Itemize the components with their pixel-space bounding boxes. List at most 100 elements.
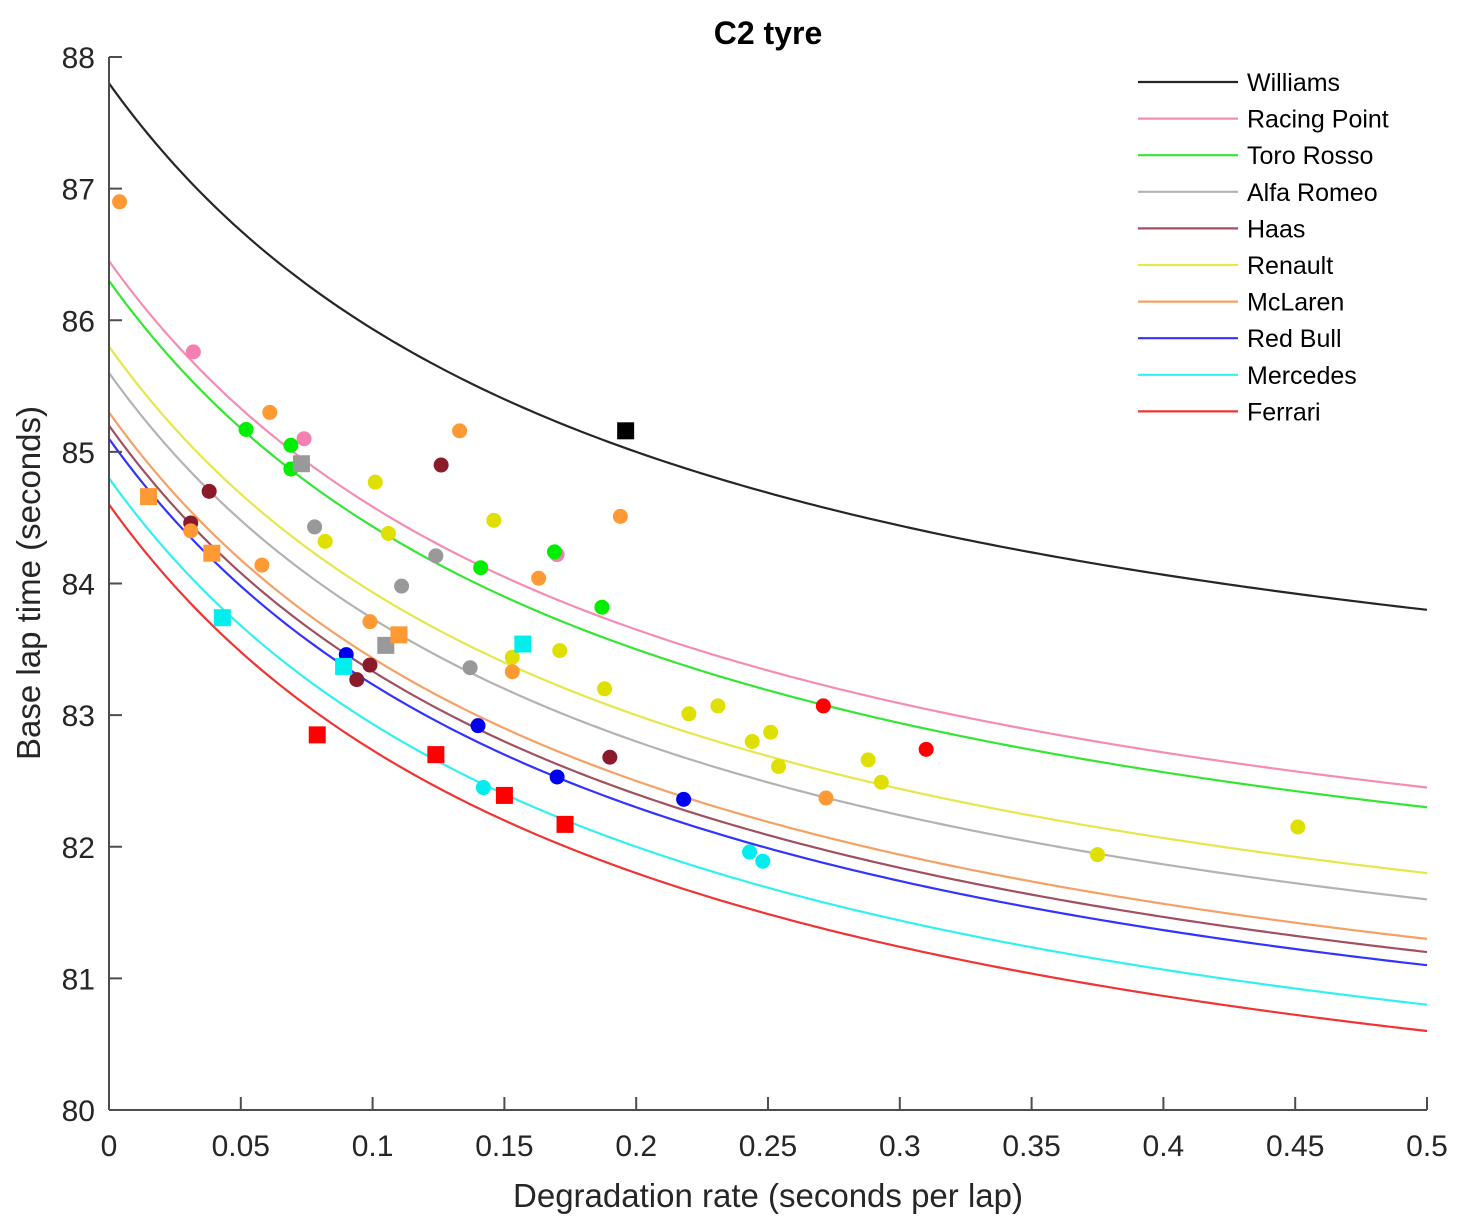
y-tick-label: 82	[62, 832, 95, 865]
point-red-bull	[549, 769, 565, 785]
legend-label: Ferrari	[1247, 398, 1321, 426]
point-renault	[860, 752, 876, 768]
point-mclaren	[254, 557, 270, 573]
point-renault	[380, 525, 396, 541]
legend-item[interactable]: Red Bull	[1138, 325, 1342, 353]
square-point-ferrari	[308, 726, 326, 744]
point-mclaren	[612, 508, 628, 524]
point-haas	[433, 457, 449, 473]
legend-label: Alfa Romeo	[1247, 179, 1378, 207]
point-haas	[349, 672, 365, 688]
point-haas	[602, 749, 618, 765]
x-ticks: 0 0.05 0.1 0.15 0.2 0.25 0.3 0.35 0.4 0.45 0.5	[101, 1097, 1448, 1163]
point-renault	[597, 681, 613, 697]
fit-curve-renault	[108, 345, 1428, 875]
point-racing-point	[185, 344, 201, 360]
square-point-mercedes	[335, 657, 353, 675]
legend-label: Renault	[1247, 252, 1333, 280]
fit-curve-racing-point	[108, 260, 1428, 789]
y-tick-label: 86	[62, 305, 95, 338]
fit-curve-red-bull	[108, 438, 1428, 967]
legend-item[interactable]: Toro Rosso	[1138, 142, 1373, 170]
legend-item[interactable]: Renault	[1138, 252, 1333, 280]
y-tick-label: 88	[62, 42, 95, 75]
x-tick-label: 0.5	[1406, 1130, 1448, 1163]
point-toro-rosso	[238, 421, 254, 437]
square-point-ferrari	[427, 746, 445, 764]
legend-label: Mercedes	[1247, 362, 1357, 390]
point-ferrari	[918, 741, 934, 757]
point-renault	[317, 533, 333, 549]
point-toro-rosso	[473, 560, 489, 576]
y-tick-label: 81	[62, 963, 95, 996]
point-alfa-romeo	[394, 578, 410, 594]
fit-curve-williams	[108, 82, 1428, 611]
x-tick-label: 0.05	[212, 1130, 270, 1163]
square-point-mclaren	[203, 544, 221, 562]
x-axis-label: Degradation rate (seconds per lap)	[513, 1177, 1023, 1214]
legend-item[interactable]: Mercedes	[1138, 362, 1357, 390]
legend-label: Racing Point	[1247, 106, 1389, 134]
point-renault	[710, 698, 726, 714]
y-tick-label: 84	[62, 569, 95, 602]
point-mclaren	[262, 404, 278, 420]
point-renault	[504, 649, 520, 665]
fit-curve-haas	[108, 424, 1428, 954]
x-tick-label: 0.45	[1266, 1130, 1324, 1163]
x-tick-label: 0.35	[1002, 1130, 1060, 1163]
square-point-mercedes	[514, 635, 532, 653]
point-racing-point	[296, 431, 312, 447]
square-point-mclaren	[140, 488, 158, 506]
square-point-mercedes	[213, 609, 231, 627]
point-red-bull	[470, 718, 486, 734]
point-alfa-romeo	[462, 660, 478, 676]
fit-curve-alfa-romeo	[108, 372, 1428, 901]
x-tick-label: 0.3	[879, 1130, 921, 1163]
x-tick-label: 0.15	[475, 1130, 533, 1163]
fit-curve-mercedes	[108, 477, 1428, 1006]
fit-curve-toro-rosso	[108, 280, 1428, 809]
point-mclaren	[504, 664, 520, 680]
point-toro-rosso	[546, 544, 562, 560]
point-renault	[681, 706, 697, 722]
y-ticks: 80 81 82 83 84 85 86 87 88	[62, 42, 122, 1128]
legend-item[interactable]: Alfa Romeo	[1138, 179, 1378, 207]
point-toro-rosso	[594, 599, 610, 615]
point-alfa-romeo	[307, 519, 323, 535]
legend-label: Haas	[1247, 215, 1305, 243]
point-renault	[1090, 847, 1105, 863]
y-tick-label: 85	[62, 437, 95, 470]
point-red-bull	[676, 791, 692, 807]
point-mercedes	[475, 780, 491, 796]
square-point-ferrari	[495, 786, 513, 804]
legend-label: Williams	[1247, 69, 1340, 97]
square-point-alfa-romeo	[292, 455, 310, 473]
point-renault	[873, 774, 889, 790]
x-tick-label: 0	[101, 1130, 118, 1163]
legend-item[interactable]: McLaren	[1138, 289, 1344, 317]
point-mercedes	[742, 844, 758, 860]
point-haas	[201, 483, 217, 499]
legend-label: McLaren	[1247, 289, 1344, 317]
point-renault	[552, 643, 568, 659]
fit-curve-mclaren	[108, 411, 1428, 940]
point-renault	[1290, 819, 1306, 835]
point-renault	[744, 733, 760, 749]
legend-item[interactable]: Williams	[1138, 69, 1340, 97]
fit-curves	[108, 82, 1428, 1033]
legend-label: Toro Rosso	[1247, 142, 1373, 170]
legend-item[interactable]: Haas	[1138, 215, 1305, 243]
y-tick-label: 87	[62, 174, 95, 207]
legend[interactable]: Williams Racing Point Toro Rosso Alfa Romeo…	[1138, 69, 1389, 426]
y-tick-label: 83	[62, 700, 95, 733]
point-ferrari	[815, 698, 831, 714]
point-mclaren	[531, 570, 547, 586]
legend-item[interactable]: Ferrari	[1138, 398, 1321, 426]
fit-curve-ferrari	[108, 503, 1428, 1033]
legend-item[interactable]: Racing Point	[1138, 106, 1389, 134]
x-tick-label: 0.2	[615, 1130, 657, 1163]
point-mclaren	[818, 790, 834, 806]
legend-label: Red Bull	[1247, 325, 1342, 353]
x-tick-label: 0.1	[352, 1130, 394, 1163]
